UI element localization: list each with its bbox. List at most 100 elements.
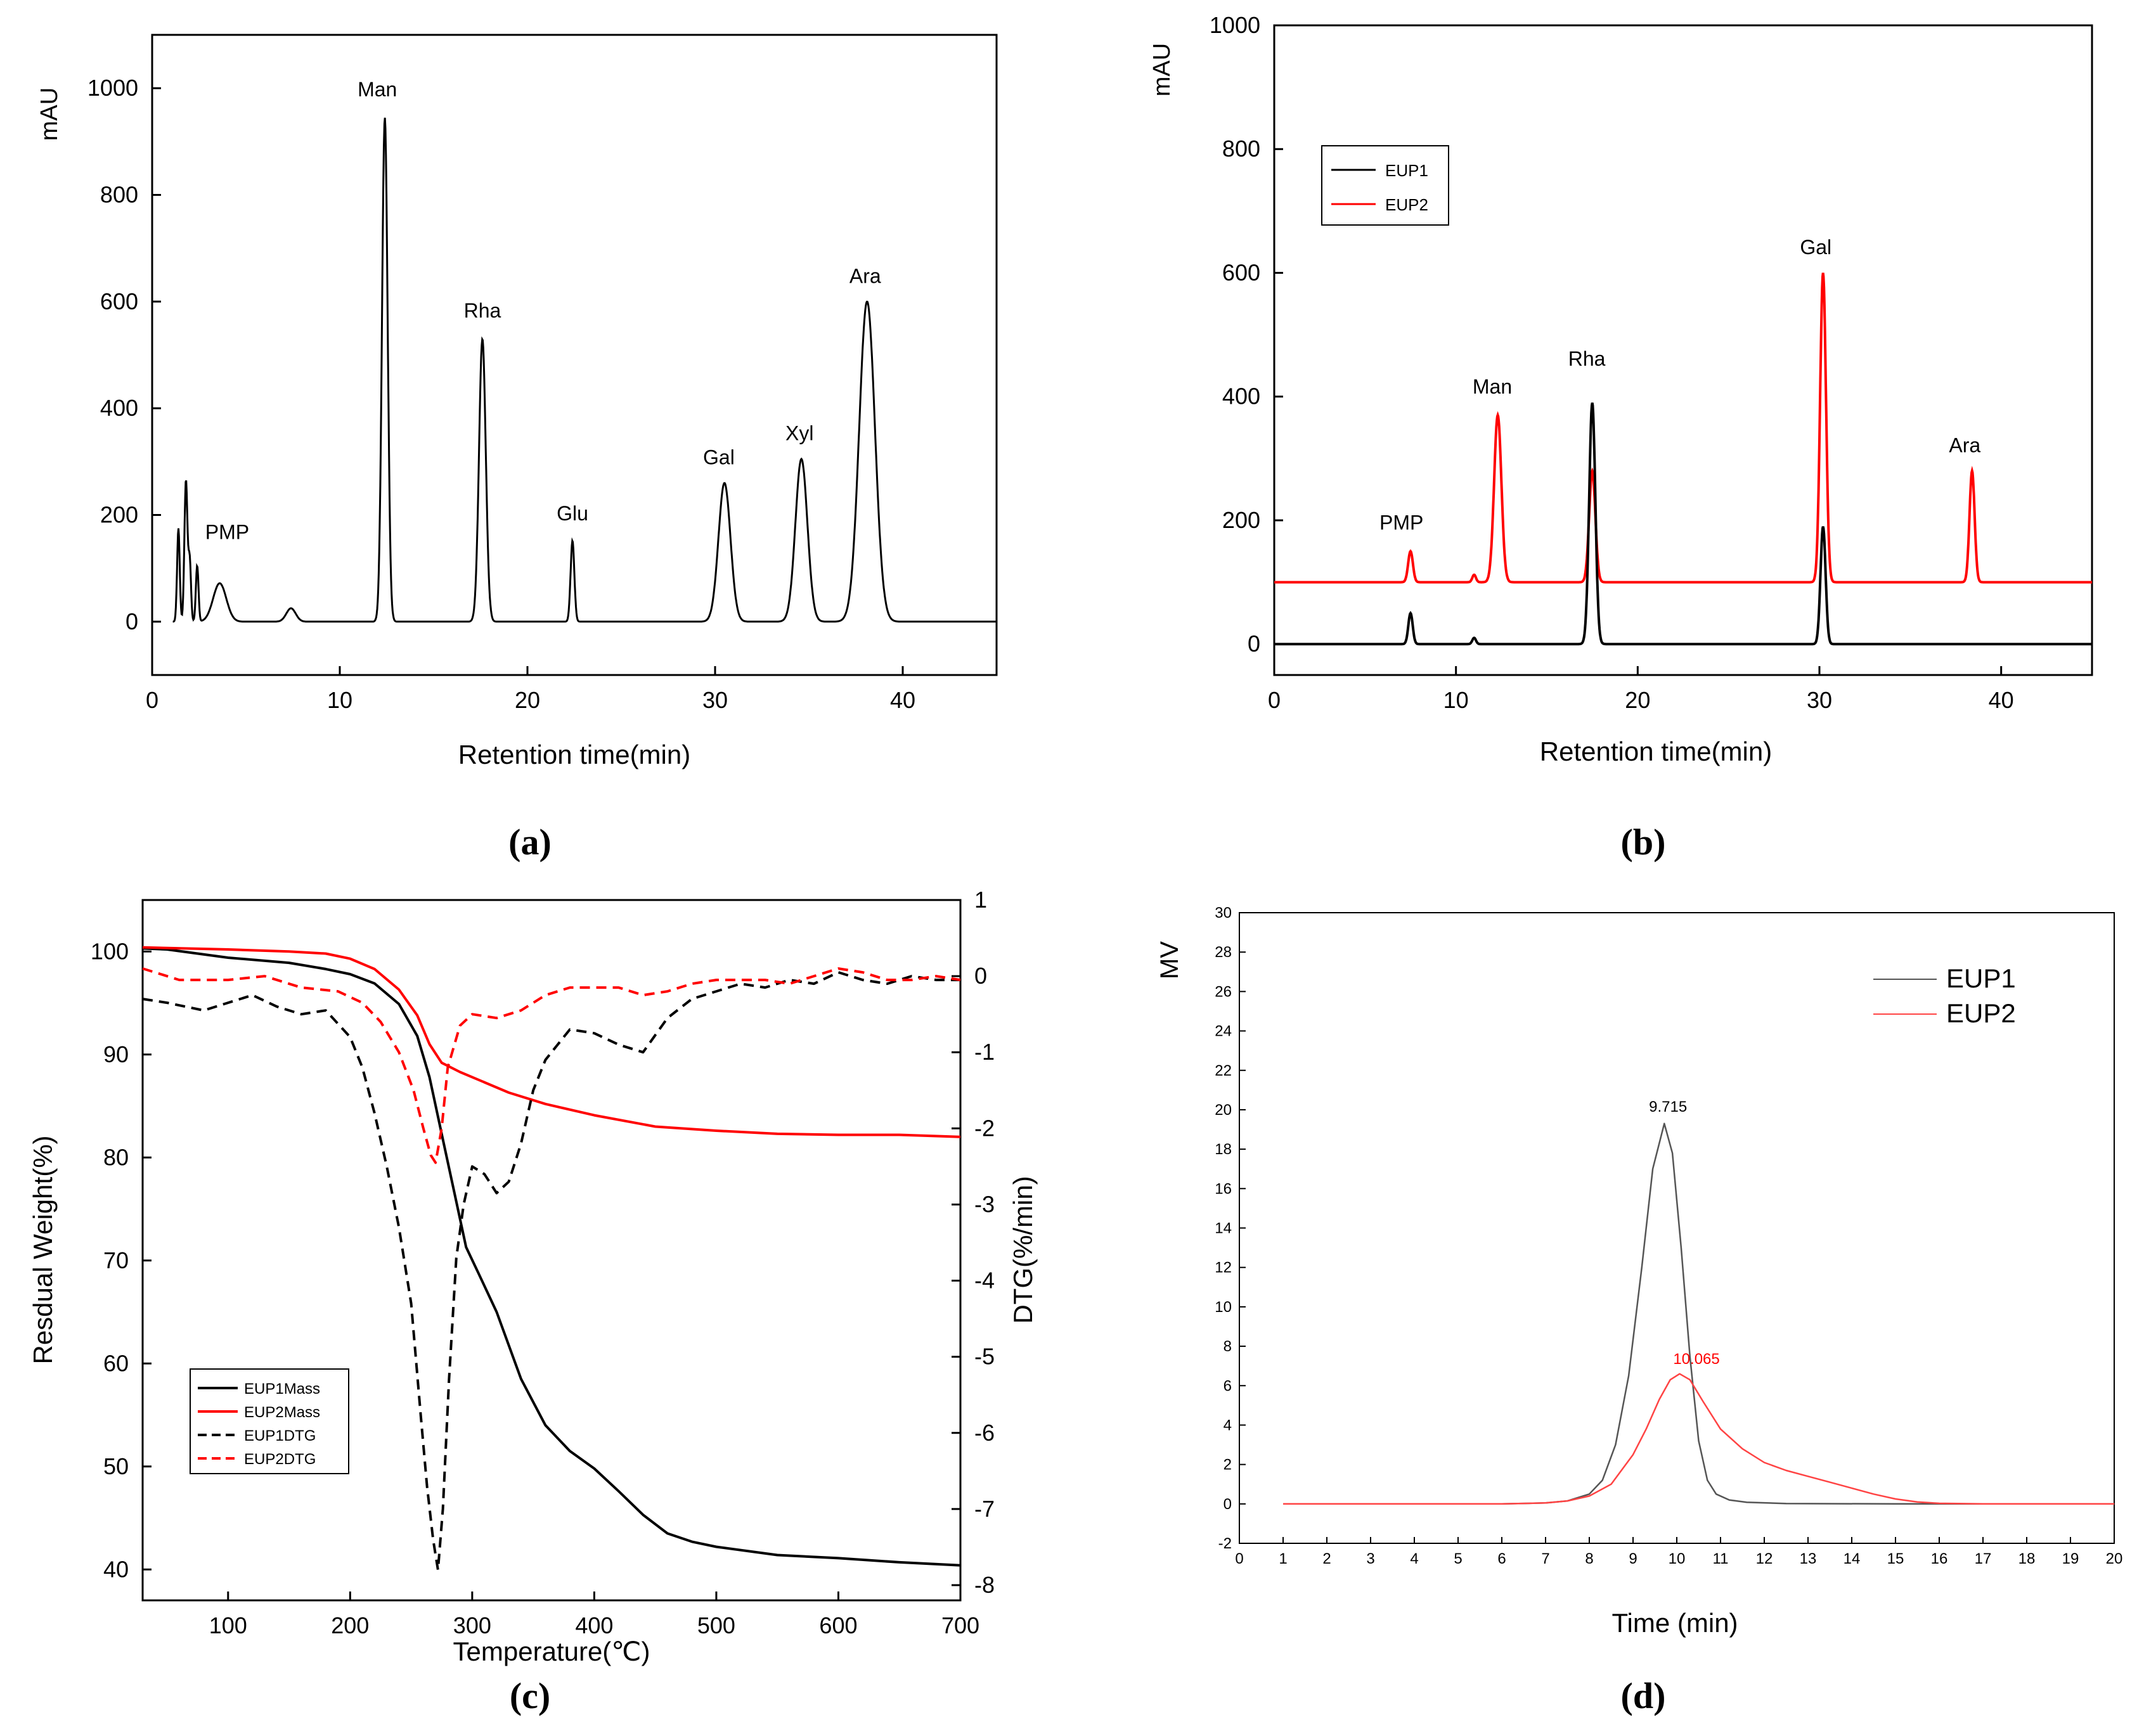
panel-c-plot-frame — [141, 899, 962, 1602]
panel-a-plot-frame — [151, 34, 998, 676]
x-tick-label: 13 — [1800, 1550, 1817, 1567]
x-tick-label: 300 — [453, 1612, 491, 1638]
x-tick-label: 2 — [1322, 1550, 1331, 1567]
legend-label-eup2: EUP2 — [1385, 195, 1428, 214]
chromatogram-line-eup1 — [1274, 402, 2092, 646]
y-tick-label: 1000 — [87, 75, 138, 101]
x-tick-label: 40 — [1989, 687, 2014, 713]
x-tick-label: 600 — [819, 1612, 857, 1638]
tga-line-eup2mass — [142, 946, 961, 1138]
y2-tick-label: -2 — [974, 1115, 995, 1141]
y-tick-label: 8 — [1224, 1338, 1232, 1355]
panel-c-xlabel: Temperature(℃) — [453, 1636, 650, 1666]
y2-tick-label: -1 — [974, 1039, 995, 1065]
legend-label-eup1dtg: EUP1DTG — [244, 1427, 316, 1444]
x-tick-label: 17 — [1975, 1550, 1992, 1567]
y2-tick-label: 0 — [974, 963, 987, 989]
tga-line-eup1dtg — [142, 971, 960, 1571]
peak-label: Gal — [1800, 236, 1831, 259]
x-tick-label: 100 — [209, 1612, 247, 1638]
y-tick-label: 0 — [1248, 631, 1260, 657]
y-tick-label: 60 — [103, 1350, 129, 1376]
x-tick-label: 18 — [2018, 1550, 2036, 1567]
x-tick-label: 0 — [1268, 687, 1281, 713]
gpc-line-eup1 — [1283, 1122, 2114, 1505]
y-tick-label: 20 — [1215, 1102, 1232, 1119]
panel-d-label: (d) — [1621, 1675, 1666, 1716]
peak-label: Rha — [1568, 347, 1606, 370]
peak-label: Glu — [557, 502, 588, 525]
panel-b-legend-box — [1321, 145, 1449, 226]
panel-d-ylabel: MV — [1156, 941, 1184, 979]
x-tick-label: 15 — [1887, 1550, 1904, 1567]
x-tick-label: 12 — [1756, 1550, 1773, 1567]
x-tick-label: 200 — [331, 1612, 369, 1638]
x-tick-label: 5 — [1454, 1550, 1462, 1567]
panel-a-label: (a) — [508, 821, 552, 863]
panel-c-legend-box — [190, 1368, 349, 1474]
y-tick-label: 90 — [103, 1041, 129, 1067]
y-tick-label: 400 — [1222, 383, 1260, 409]
panel-b: 0 10 20 30 4002004006008001000PMPManRhaGalAr… — [1149, 12, 2093, 863]
y-tick-label: 10 — [1215, 1299, 1232, 1316]
peak-label: Rha — [464, 299, 501, 322]
legend-label-eup1: EUP1 — [1385, 161, 1428, 180]
x-tick-label: 10 — [327, 687, 352, 713]
peak-time-label: 9.715 — [1649, 1098, 1687, 1116]
panel-a-xlabel: Retention time(min) — [458, 740, 690, 769]
y2-tick-label: -8 — [974, 1572, 995, 1598]
x-tick-label: 10 — [1443, 687, 1469, 713]
panel-d-xlabel: Time (min) — [1611, 1608, 1738, 1638]
x-tick-label: 14 — [1844, 1550, 1861, 1567]
chromatogram-line — [172, 117, 997, 623]
peak-label: Ara — [1949, 434, 1980, 457]
y-tick-label: 80 — [103, 1144, 129, 1170]
y-tick-label: 16 — [1215, 1180, 1232, 1197]
legend-label-eup2: EUP2 — [1946, 998, 2016, 1028]
legend-label-eup1: EUP1 — [1946, 963, 2016, 993]
y2-tick-label: -6 — [974, 1420, 995, 1446]
x-tick-label: 20 — [515, 687, 540, 713]
y-tick-label: 18 — [1215, 1141, 1232, 1158]
panel-c: 100 200 300 400 500 600 700 40 50 60 70 80 90 100 1 0 -1… — [28, 887, 1038, 1716]
y-tick-label: 70 — [103, 1247, 129, 1273]
x-tick-label: 700 — [941, 1612, 979, 1638]
panel-c-ylabel: Resdual Weight(%) — [28, 1135, 58, 1364]
panel-c-y2label: DTG(%/min) — [1008, 1176, 1038, 1323]
y-tick-label: 40 — [103, 1556, 129, 1582]
y2-tick-label: -7 — [974, 1496, 995, 1522]
x-tick-label: 16 — [1931, 1550, 1948, 1567]
x-tick-label: 500 — [697, 1612, 735, 1638]
peak-label: PMP — [1379, 511, 1423, 534]
x-tick-label: 4 — [1410, 1550, 1418, 1567]
peak-label: Man — [358, 78, 397, 101]
x-tick-label: 9 — [1629, 1550, 1637, 1567]
y2-tick-label: 1 — [974, 887, 987, 913]
y-tick-label: 800 — [100, 182, 138, 208]
y-tick-label: 600 — [100, 288, 138, 314]
x-tick-label: 20 — [2106, 1550, 2123, 1567]
gpc-line-eup2 — [1283, 1373, 2114, 1505]
panel-a: 0 10 20 30 4002004006008001000PMPManRhaGluGa… — [36, 34, 998, 863]
y2-tick-label: -5 — [974, 1344, 995, 1370]
panel-c-label: (c) — [510, 1675, 550, 1716]
y-tick-label: 1000 — [1210, 12, 1260, 38]
legend-label-eup2dtg: EUP2DTG — [244, 1451, 316, 1468]
y-tick-label: 200 — [1222, 507, 1260, 533]
y-tick-label: 28 — [1215, 944, 1232, 961]
peak-label: Xyl — [785, 422, 813, 445]
y-tick-label: 14 — [1215, 1220, 1232, 1237]
y2-tick-label: -3 — [974, 1191, 995, 1217]
y-tick-label: 24 — [1215, 1023, 1232, 1040]
y-tick-label: 0 — [126, 608, 138, 634]
panel-b-plot-frame — [1273, 24, 2093, 676]
y-tick-label: 4 — [1224, 1417, 1232, 1434]
peak-label: Gal — [703, 446, 735, 469]
y2-tick-label: -4 — [974, 1268, 995, 1294]
y-tick-label: 600 — [1222, 259, 1260, 285]
x-tick-label: 19 — [2062, 1550, 2079, 1567]
x-tick-label: 0 — [1235, 1550, 1243, 1567]
x-tick-label: 11 — [1713, 1550, 1729, 1567]
x-tick-label: 7 — [1541, 1550, 1549, 1567]
x-tick-label: 40 — [890, 687, 915, 713]
